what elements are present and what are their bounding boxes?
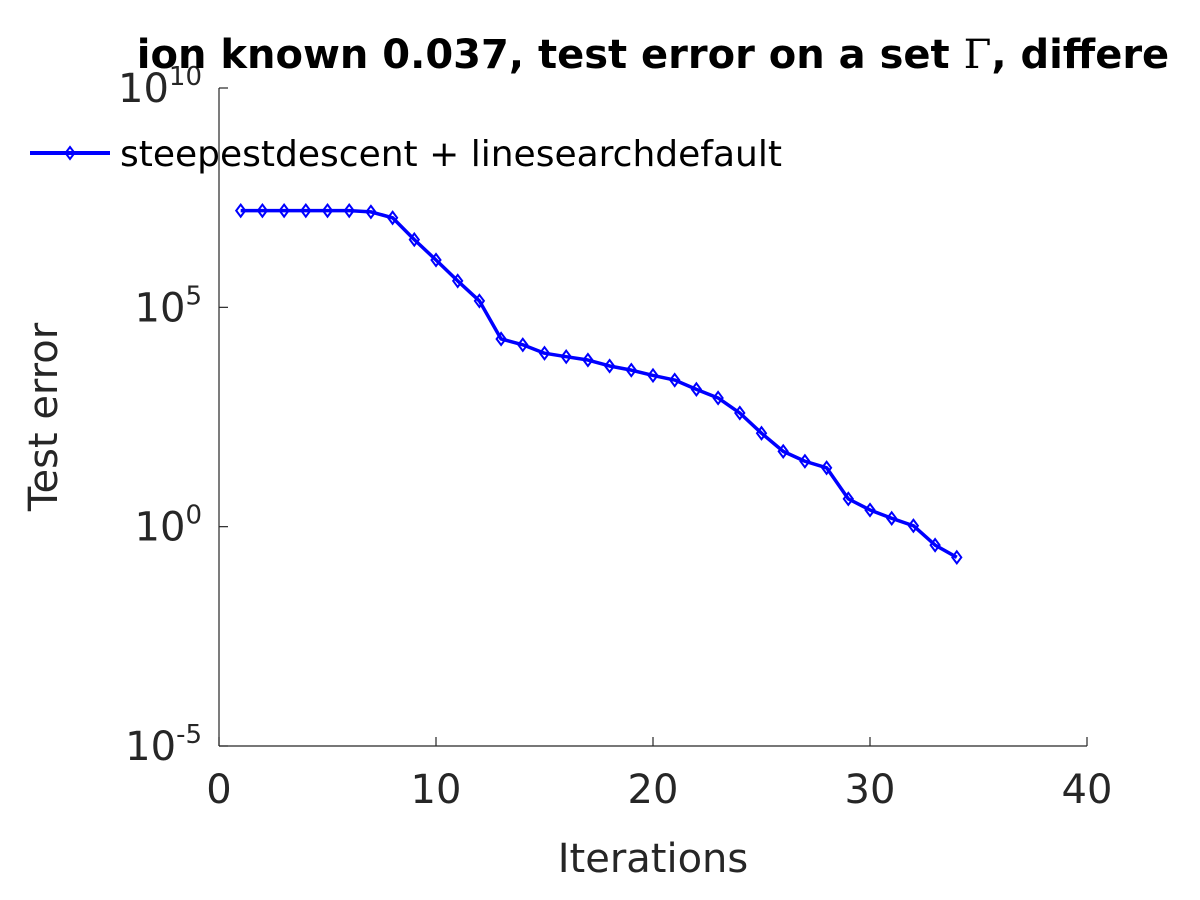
y-tick-exponent: -5	[176, 720, 202, 750]
data-point	[430, 252, 442, 268]
y-tick-label: 1010	[118, 62, 202, 112]
data-point	[799, 453, 811, 469]
data-point	[907, 518, 920, 534]
chart-title-prefix: ion known 0.037, test error on a set	[137, 32, 964, 78]
data-point	[929, 537, 941, 553]
chart-title-suffix: , differe	[991, 32, 1169, 78]
x-ticks: 0 10 20 30 40	[206, 737, 1112, 813]
x-tick-label: 40	[1062, 767, 1113, 813]
legend: steepestdescent + linesearchdefault	[30, 134, 782, 175]
x-tick-label: 20	[628, 767, 679, 813]
data-point	[560, 349, 572, 365]
data-point	[820, 460, 833, 476]
y-tick-base: 10	[135, 505, 186, 551]
data-point	[734, 405, 746, 421]
x-axis-label: Iterations	[558, 836, 749, 882]
data-point	[625, 362, 638, 378]
y-tick-base: 10	[135, 285, 186, 331]
data-point	[408, 231, 421, 248]
data-point	[712, 390, 724, 406]
y-tick-exponent: 0	[185, 501, 202, 531]
x-tick-label: 0	[206, 767, 231, 813]
x-tick-label: 30	[845, 767, 896, 813]
data-point	[538, 345, 551, 361]
legend-marker	[64, 145, 76, 161]
chart-title: ion known 0.037, test error on a set Γ, …	[137, 32, 1169, 78]
data-point	[278, 202, 290, 219]
data-point	[343, 202, 355, 219]
data-point	[885, 510, 898, 526]
data-point	[755, 425, 768, 441]
axes	[218, 88, 1087, 747]
data-point	[864, 502, 876, 518]
chart-title-gamma: Γ	[964, 32, 992, 78]
y-tick-base: 10	[125, 724, 176, 770]
y-tick-label: 10-5	[125, 720, 202, 770]
data-point	[668, 372, 681, 388]
data-point	[473, 293, 486, 309]
data-point	[582, 352, 594, 368]
series-line	[240, 208, 958, 559]
y-tick-exponent: 10	[169, 62, 202, 92]
data-point	[495, 331, 507, 347]
data-point	[365, 204, 377, 220]
data-point	[234, 202, 247, 219]
data-point	[386, 210, 399, 226]
data-point	[256, 202, 269, 219]
x-tick-label: 10	[411, 767, 462, 813]
data-point	[647, 367, 659, 384]
data-point	[517, 337, 529, 353]
data-point	[951, 549, 963, 565]
data-point	[451, 273, 464, 289]
data-point	[690, 381, 703, 398]
data-point	[842, 491, 855, 507]
y-tick-label: 105	[135, 281, 202, 331]
y-tick-exponent: 5	[185, 281, 202, 311]
data-point	[321, 202, 334, 219]
series	[234, 202, 963, 565]
data-point	[300, 202, 312, 219]
y-axis-label: Test error	[21, 322, 67, 512]
y-tick-label: 100	[135, 501, 202, 551]
data-point	[603, 358, 616, 374]
legend-entry: steepestdescent + linesearchdefault	[120, 134, 782, 175]
y-tick-base: 10	[118, 66, 169, 112]
data-point	[777, 443, 789, 460]
